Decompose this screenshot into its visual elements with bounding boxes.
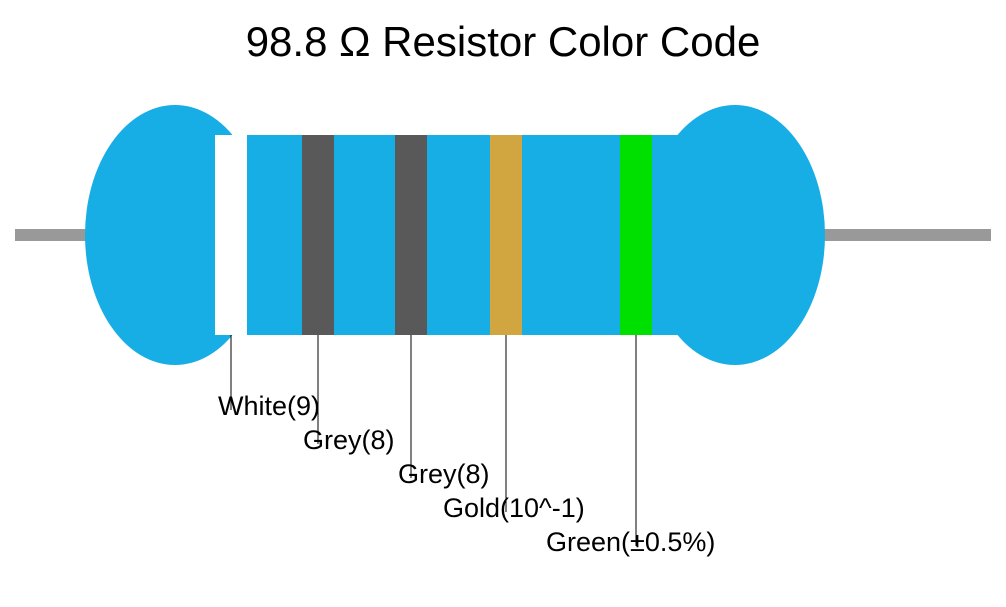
band-1-label: White(9) xyxy=(218,391,320,422)
band-5 xyxy=(620,135,652,335)
band-3-label: Grey(8) xyxy=(398,459,490,490)
lead-right xyxy=(805,229,991,241)
band-5-label: Green(±0.5%) xyxy=(546,527,715,558)
band-4 xyxy=(490,135,522,335)
band-2 xyxy=(302,135,334,335)
band-3 xyxy=(395,135,427,335)
band-4-label: Gold(10^-1) xyxy=(443,493,585,524)
band-1 xyxy=(215,135,247,335)
band-2-label: Grey(8) xyxy=(303,425,395,456)
